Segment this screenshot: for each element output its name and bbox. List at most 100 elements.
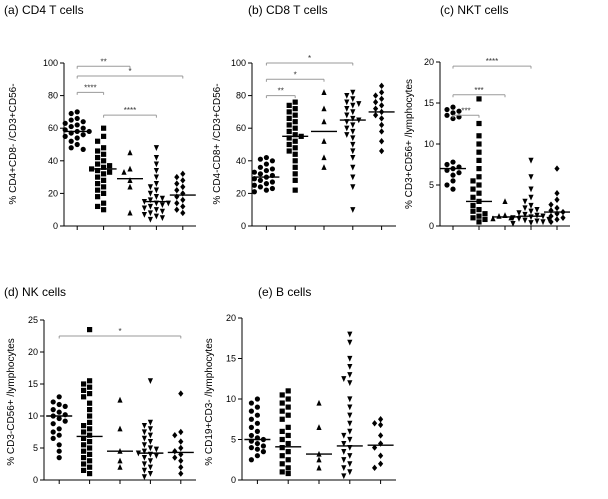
y-axis-label: % CD3+CD56+ /lymphocytes (404, 79, 415, 209)
data-point (174, 199, 180, 207)
data-point (147, 426, 153, 432)
data-point (141, 435, 147, 442)
data-point (292, 171, 298, 177)
data-point (285, 432, 291, 439)
y-tick-label: 10 (424, 139, 434, 149)
data-point (101, 164, 107, 170)
data-point (476, 190, 482, 196)
data-point (292, 151, 298, 157)
data-point (101, 145, 107, 151)
data-point (147, 210, 153, 217)
y-tick-label: 60 (48, 123, 58, 133)
data-point (141, 211, 147, 218)
data-point (50, 435, 56, 441)
data-point (470, 186, 476, 192)
data-point (344, 125, 350, 132)
data-point (56, 409, 62, 415)
data-point (50, 407, 56, 413)
data-point (476, 219, 482, 225)
data-point (373, 111, 379, 119)
data-point (74, 109, 80, 115)
data-point (285, 449, 291, 455)
significance-label: ** (100, 57, 106, 66)
data-point (279, 445, 285, 451)
data-point (257, 164, 263, 170)
data-point (379, 95, 385, 103)
data-point (257, 177, 263, 183)
data-point (316, 424, 322, 430)
y-tick-label: 0 (33, 475, 38, 485)
data-point (373, 92, 379, 99)
data-point (450, 110, 456, 116)
data-point (263, 187, 269, 193)
data-point (347, 404, 353, 411)
y-tick-label: 10 (226, 394, 236, 404)
data-point (260, 443, 266, 449)
data-point (347, 364, 353, 370)
data-point (174, 173, 180, 181)
data-point (74, 115, 80, 122)
data-point (81, 435, 87, 441)
y-tick-label: 20 (424, 57, 434, 67)
data-point (263, 167, 269, 174)
data-point (350, 141, 356, 148)
data-point (347, 420, 353, 427)
data-point (141, 461, 147, 468)
data-point (490, 215, 496, 222)
data-point (87, 451, 93, 457)
y-tick-label: 0 (429, 221, 434, 231)
data-point (174, 180, 180, 187)
data-point (174, 206, 180, 213)
data-point (248, 432, 254, 439)
data-point (344, 99, 350, 106)
data-point (344, 93, 350, 99)
data-point (50, 421, 56, 427)
data-point (147, 445, 153, 452)
data-point (87, 384, 93, 390)
data-point (534, 207, 540, 213)
data-point (159, 195, 165, 202)
data-point (347, 461, 353, 467)
data-point (254, 453, 260, 459)
data-point (159, 202, 165, 209)
data-point (476, 141, 482, 147)
data-point (174, 186, 180, 194)
data-point (81, 442, 87, 448)
data-point (127, 209, 133, 216)
significance-label: *** (474, 86, 483, 95)
panel-title: (d) NK cells (4, 285, 66, 299)
data-point (350, 207, 356, 213)
data-point (496, 212, 502, 219)
data-point (80, 119, 86, 125)
data-point (444, 161, 450, 168)
data-point (528, 186, 534, 193)
panel-nkt-cells: (c) NKT cells % CD3+CD56+ /lymphocytes 0 5 1… (404, 3, 570, 231)
data-point (101, 125, 107, 131)
data-point (251, 189, 257, 195)
data-point (450, 115, 456, 122)
data-point (107, 163, 113, 169)
significance-label: **** (84, 83, 96, 92)
data-point (476, 133, 482, 139)
data-point (516, 216, 522, 222)
data-point (476, 207, 482, 213)
y-tick-label: 15 (424, 98, 434, 108)
data-point (321, 138, 327, 144)
data-point (153, 181, 159, 187)
data-point (87, 407, 93, 413)
data-point (257, 171, 263, 177)
panel-title: (e) B cells (258, 285, 311, 299)
panel-title: (b) CD8 T cells (248, 3, 328, 17)
data-point (107, 169, 113, 175)
significance-label: **** (124, 106, 136, 115)
data-point (516, 210, 522, 217)
data-point (87, 439, 93, 445)
y-tick-label: 0 (53, 221, 58, 231)
data-point (476, 213, 482, 219)
data-point (285, 404, 291, 410)
data-point (269, 185, 275, 192)
y-tick-label: 20 (236, 188, 246, 198)
data-point (74, 122, 80, 128)
data-point (548, 212, 554, 220)
